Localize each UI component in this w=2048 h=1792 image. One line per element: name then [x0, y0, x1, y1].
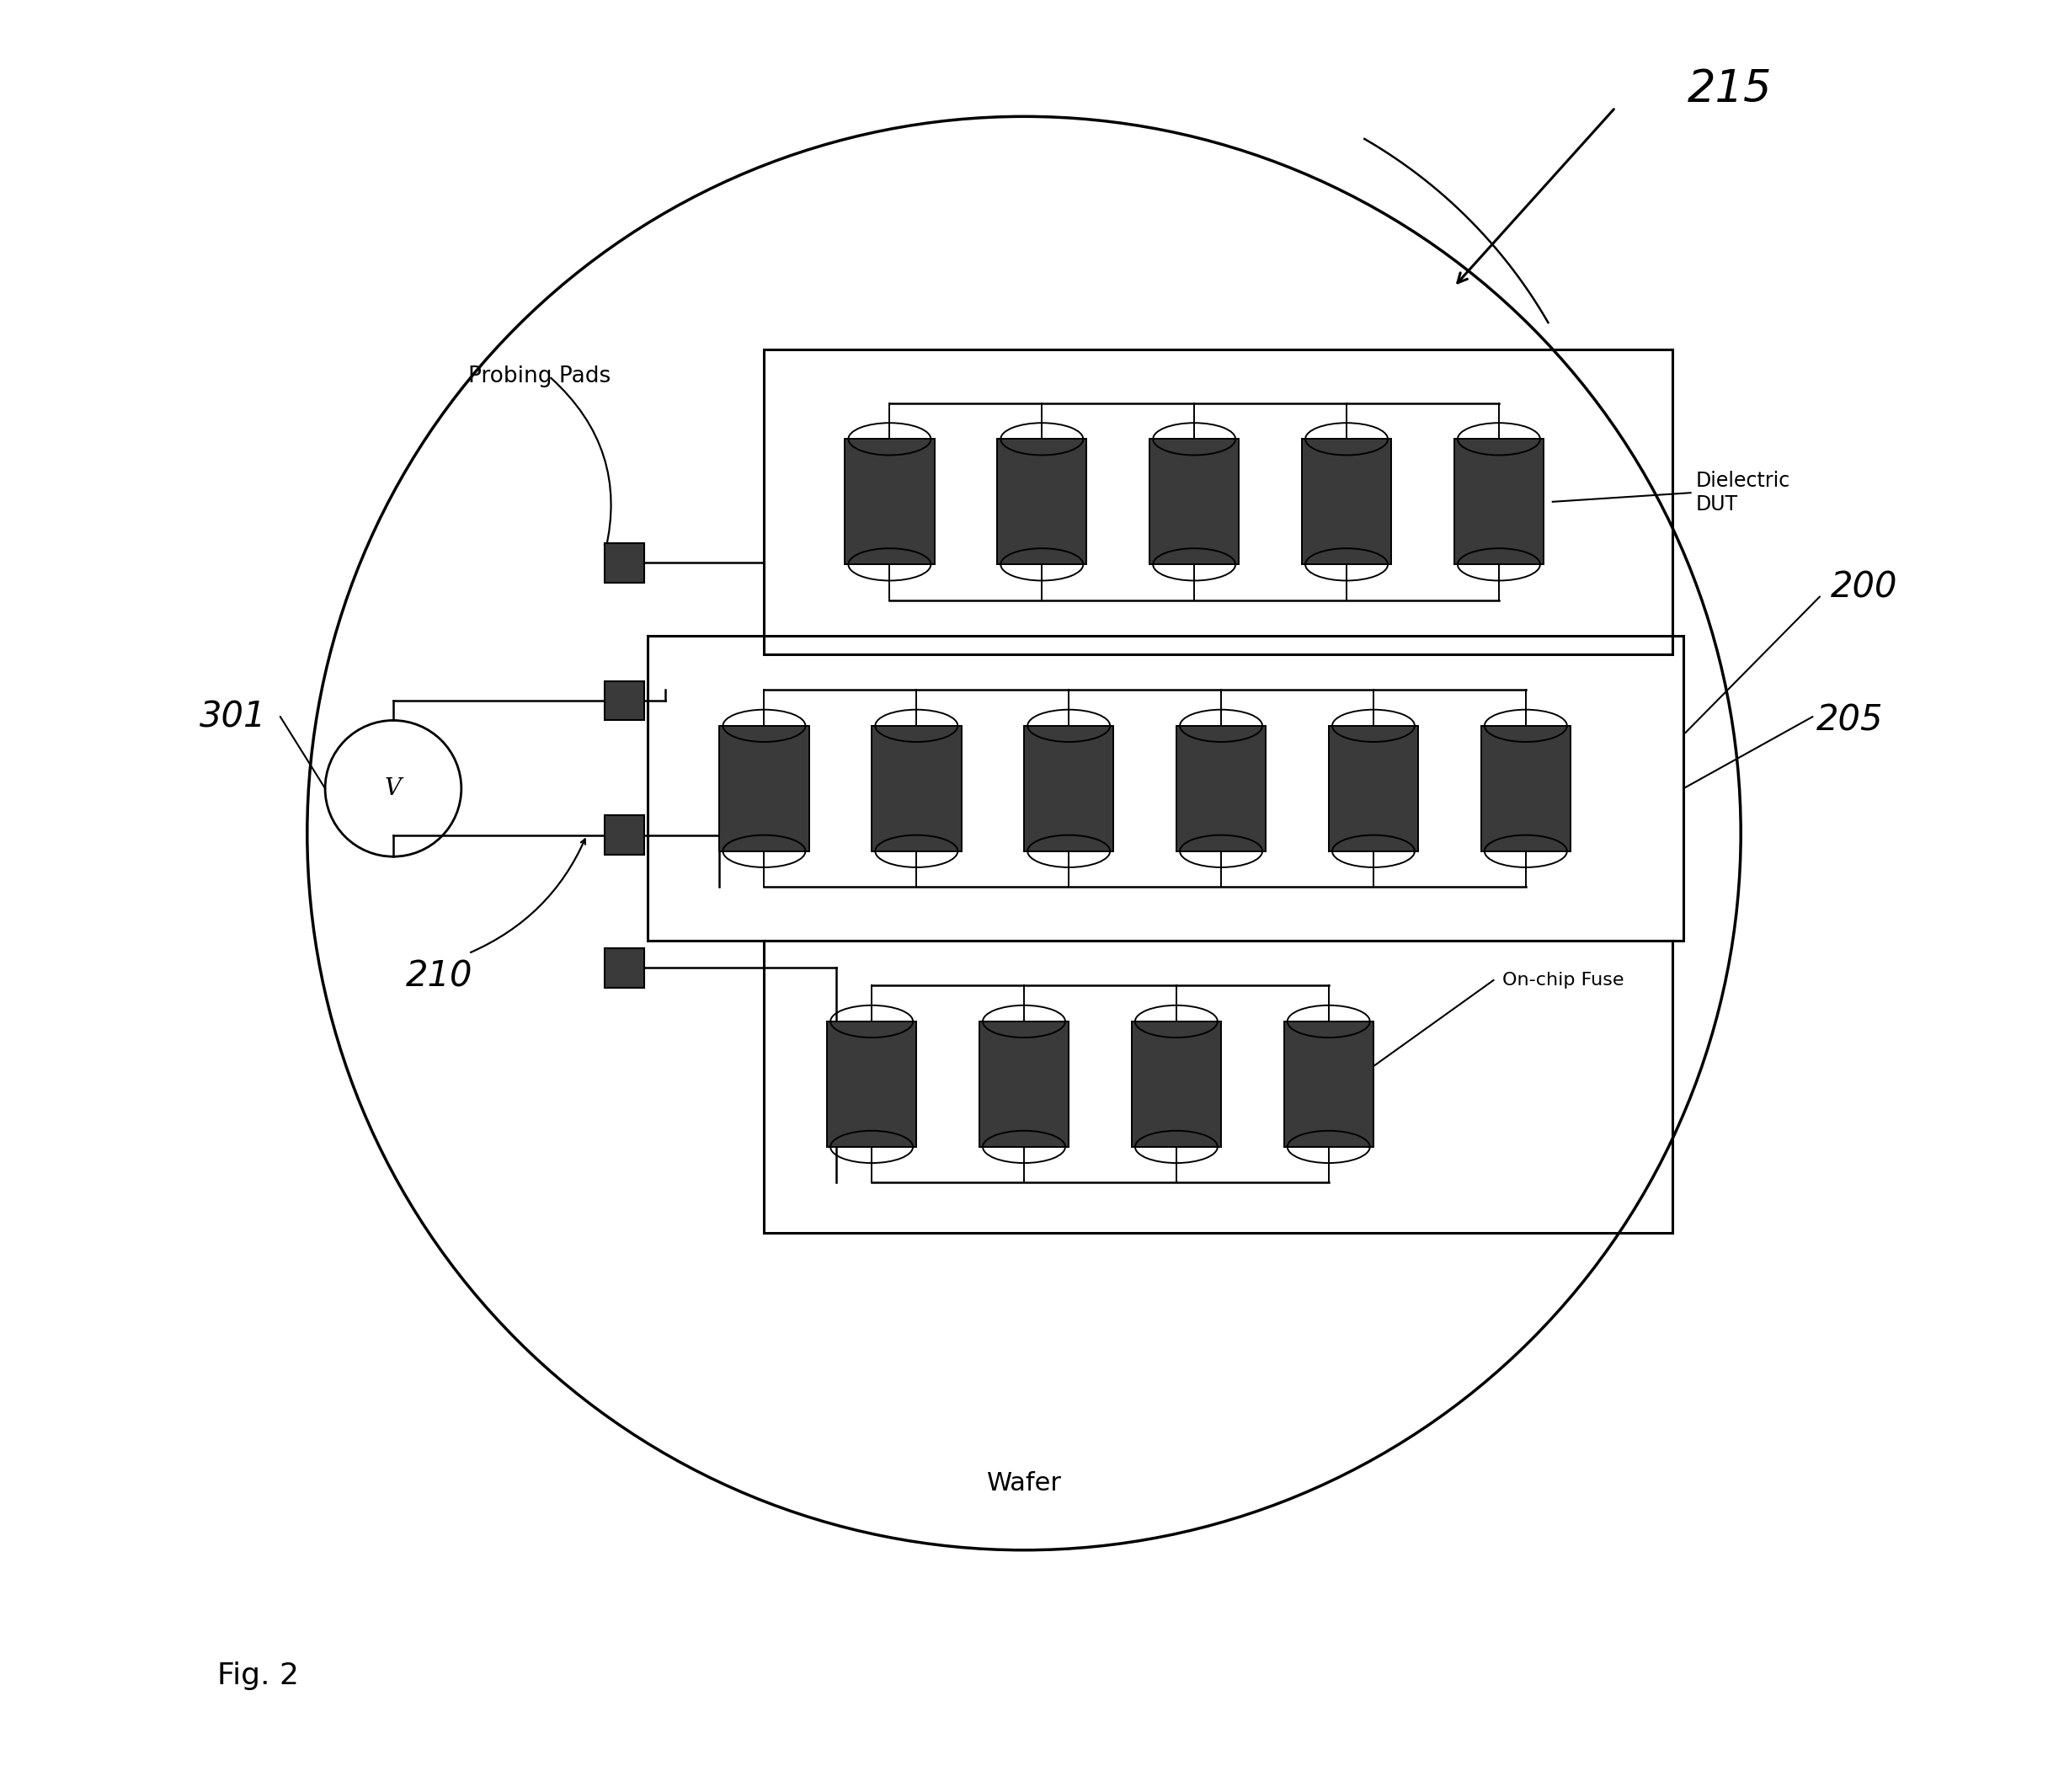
Bar — [1454, 439, 1544, 564]
Bar — [1176, 726, 1266, 851]
Bar — [1024, 726, 1114, 851]
Text: V: V — [385, 778, 401, 799]
Bar — [1284, 1021, 1374, 1147]
Bar — [1149, 439, 1239, 564]
Bar — [604, 543, 643, 582]
Bar — [1130, 1021, 1221, 1147]
Bar — [1481, 726, 1571, 851]
Bar — [979, 1021, 1069, 1147]
Text: 210: 210 — [406, 959, 473, 995]
Bar — [764, 349, 1673, 654]
Text: Wafer: Wafer — [987, 1471, 1061, 1496]
Text: 205: 205 — [1817, 702, 1882, 738]
Text: On-chip Fuse: On-chip Fuse — [1503, 971, 1624, 989]
Text: 215: 215 — [1688, 68, 1772, 111]
Bar — [844, 439, 934, 564]
Bar — [827, 1021, 915, 1147]
Text: Fig. 2: Fig. 2 — [217, 1661, 299, 1690]
Bar — [1303, 439, 1391, 564]
Bar — [647, 636, 1683, 941]
Text: Dielectric
DUT: Dielectric DUT — [1696, 471, 1790, 514]
Bar — [719, 726, 809, 851]
Bar — [872, 726, 961, 851]
Bar — [1329, 726, 1417, 851]
Text: Probing Pads: Probing Pads — [469, 366, 610, 387]
Bar — [604, 948, 643, 987]
Bar — [604, 681, 643, 720]
Bar — [604, 815, 643, 855]
Bar — [997, 439, 1087, 564]
Text: 301: 301 — [201, 699, 266, 735]
Text: 200: 200 — [1831, 570, 1896, 606]
